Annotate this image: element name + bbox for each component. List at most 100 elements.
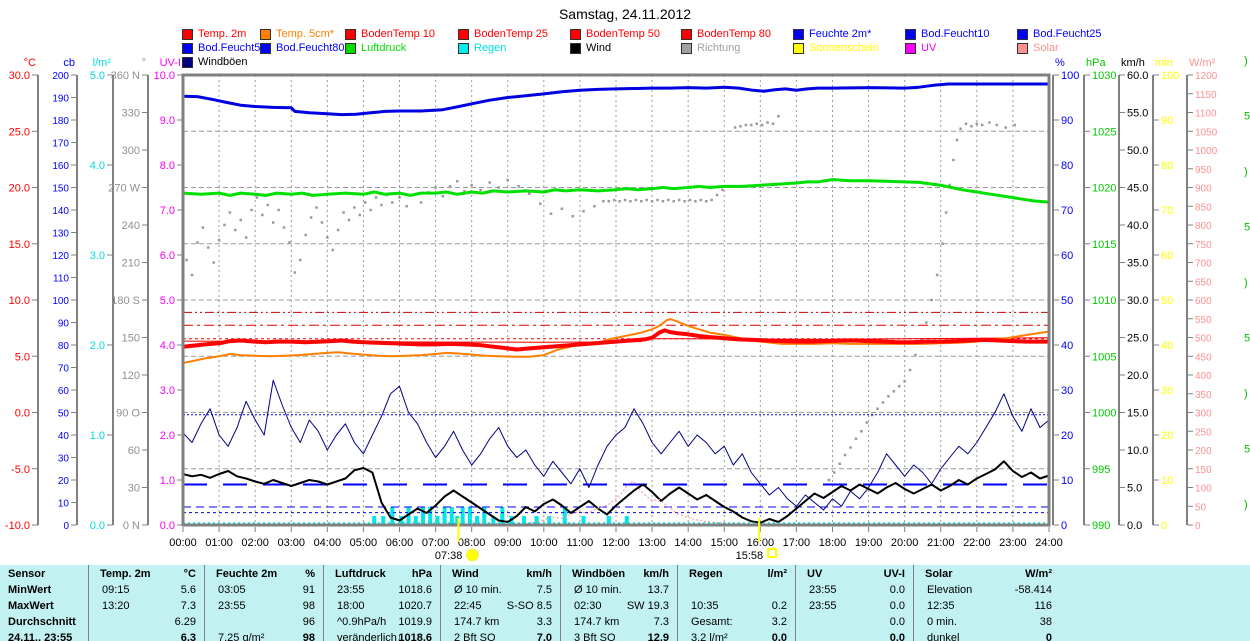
axis-tick-label: 8.0 bbox=[160, 160, 175, 172]
axis-tick-label: 1005 bbox=[1092, 351, 1116, 363]
x-tick-label: 02:00 bbox=[241, 537, 269, 549]
axis-tick-label: 50.0 bbox=[1127, 145, 1148, 157]
series-windboeen bbox=[182, 379, 1050, 511]
rain-bar bbox=[406, 507, 411, 525]
axis-tick-label: 1150 bbox=[1195, 90, 1217, 101]
bodentemp-10-swatch-icon bbox=[345, 29, 356, 40]
clipped-axis-fragment: ) bbox=[1244, 166, 1248, 178]
direction-dot bbox=[528, 192, 531, 195]
table-cell-value: 3.2 bbox=[771, 616, 787, 628]
axis-tick-label: 5.0 bbox=[15, 351, 30, 363]
table-cell-time: 23:55 bbox=[218, 600, 246, 612]
legend-item-bodentemp-80: BodenTemp 80 bbox=[681, 29, 771, 40]
legend-item-luftdruck: Luftdruck bbox=[345, 43, 406, 54]
axis-tick-label: 0.0 bbox=[160, 520, 175, 532]
clipped-axis-fragment: 5 bbox=[1244, 444, 1250, 456]
direction-dot bbox=[602, 200, 605, 203]
direction-dot bbox=[733, 126, 737, 129]
wind-swatch-icon bbox=[570, 43, 581, 54]
direction-dot bbox=[914, 353, 917, 357]
axis-tick-label: 90 bbox=[1161, 115, 1173, 127]
direction-dot bbox=[623, 198, 627, 202]
direction-dot bbox=[398, 196, 401, 199]
table-cell-value: 98 bbox=[302, 600, 315, 612]
direction-dot bbox=[710, 198, 713, 202]
column-header: UV bbox=[807, 568, 823, 580]
direction-dot bbox=[683, 200, 686, 203]
legend-label: Temp. 5cm* bbox=[276, 28, 335, 40]
table-cell-value: 0 bbox=[1045, 632, 1052, 641]
axis-km/h: km/h60.0 55.0 50.0 45.0 40.0 35.0 30.0 25.0 20.0… bbox=[1118, 57, 1148, 532]
row-label: MinWert bbox=[8, 584, 52, 596]
x-tick-label: 24:00 bbox=[1035, 537, 1063, 549]
axis-tick-label: 100 bbox=[1061, 70, 1079, 82]
clipped-axis-fragment: 5 bbox=[1244, 333, 1250, 345]
regen-swatch-icon bbox=[458, 43, 469, 54]
rain-bar bbox=[428, 507, 433, 525]
column-header: Windböen bbox=[572, 568, 626, 580]
direction-dot bbox=[715, 193, 719, 197]
column-unit: hPa bbox=[411, 568, 432, 580]
axis-tick-label: 240 bbox=[122, 220, 140, 232]
direction-dot bbox=[434, 186, 437, 189]
column-unit: UV-I bbox=[883, 568, 905, 580]
direction-dot bbox=[455, 180, 459, 183]
table-cell-time: 22:45 bbox=[454, 600, 482, 612]
axis-unit-label: l/m² bbox=[93, 57, 112, 69]
axis-tick-label: 5.0 bbox=[160, 295, 175, 307]
direction-dot bbox=[744, 123, 748, 127]
rain-bar bbox=[475, 516, 480, 525]
table-cell-value: 116 bbox=[1034, 600, 1052, 612]
bod-feucht25-swatch-icon bbox=[1017, 29, 1028, 40]
table-cell-value: 0.2 bbox=[771, 600, 787, 612]
table-cell-value: 12.9 bbox=[647, 632, 669, 641]
axis-tick-label: 30 bbox=[1161, 385, 1173, 397]
axis-tick-label: 0.0 bbox=[15, 408, 30, 420]
axis-unit-label: ° bbox=[142, 57, 146, 69]
x-tick-label: 03:00 bbox=[277, 537, 305, 549]
table-column-separator bbox=[440, 565, 441, 641]
legend-label: BodenTemp 10 bbox=[361, 28, 435, 40]
direction-dot bbox=[865, 421, 869, 424]
legend-label: UV bbox=[921, 42, 937, 54]
axis-tick-label: 80 bbox=[58, 341, 70, 352]
temp-5cm-swatch-icon bbox=[260, 29, 271, 40]
legend-label: Bod.Feucht50 bbox=[198, 42, 267, 54]
direction-dot bbox=[271, 221, 275, 224]
axis-tick-label: 150 bbox=[122, 333, 140, 345]
legend-label: Windböen bbox=[198, 56, 248, 68]
table-column-separator bbox=[560, 565, 561, 641]
axis-tick-label: 1020 bbox=[1092, 183, 1116, 195]
table-cell-value: 7.5 bbox=[536, 584, 552, 596]
series-temp-2m bbox=[182, 328, 1049, 352]
direction-dot bbox=[255, 196, 259, 199]
axis-tick-label: 270 W bbox=[108, 183, 140, 195]
axis-tick-label: 350 bbox=[1195, 390, 1212, 401]
direction-dot bbox=[488, 181, 491, 184]
clipped-axis-fragment: ) bbox=[1244, 55, 1248, 67]
column-unit: km/h bbox=[526, 568, 552, 580]
direction-dot bbox=[908, 368, 912, 372]
axis-tick-label: 80 bbox=[1061, 160, 1073, 172]
axis-tick-label: 1050 bbox=[1195, 127, 1218, 138]
rain-bar bbox=[381, 516, 386, 525]
axis-tick-label: 55.0 bbox=[1127, 108, 1148, 120]
axis-tick-label: 5.0 bbox=[90, 70, 105, 82]
direction-dot bbox=[201, 226, 205, 229]
direction-dot bbox=[250, 208, 253, 212]
axis-unit-label: % bbox=[1055, 57, 1065, 69]
legend-label: Luftdruck bbox=[361, 42, 407, 54]
legend-item-bodentemp-50: BodenTemp 50 bbox=[570, 29, 660, 40]
direction-dot bbox=[239, 218, 242, 222]
page-title: Samstag, 24.11.2012 bbox=[558, 6, 692, 22]
rain-bar bbox=[534, 516, 539, 525]
axis-tick-label: 4.0 bbox=[160, 340, 175, 352]
table-cell-value: 0.0 bbox=[771, 632, 787, 641]
axis-tick-label: 100 bbox=[1161, 70, 1179, 82]
bodentemp-50-swatch-icon bbox=[570, 29, 581, 40]
table-cell-value: 98 bbox=[302, 632, 315, 641]
axis-tick-label: 60 bbox=[1061, 250, 1073, 262]
axis-l/m²: l/m²5.0 4.0 3.0 2.0 1.0 0.0 bbox=[90, 57, 114, 532]
table-cell-time: 2 Bft SO bbox=[454, 632, 496, 641]
